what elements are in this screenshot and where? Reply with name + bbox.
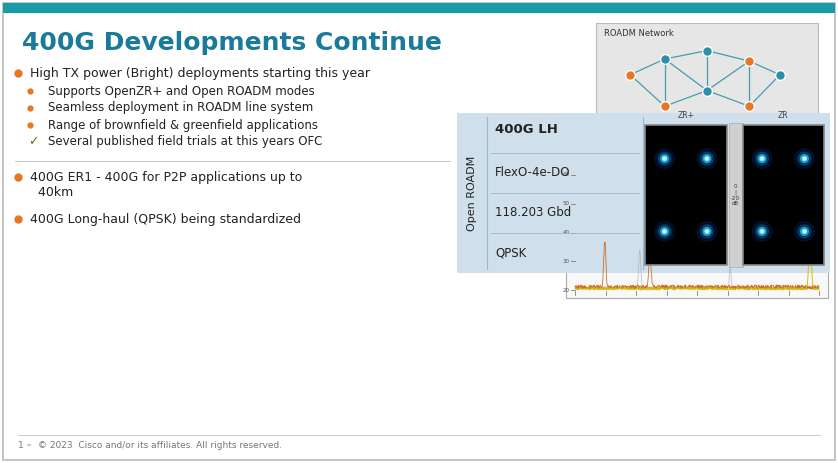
Circle shape [803, 156, 806, 161]
Circle shape [705, 229, 709, 233]
Circle shape [654, 222, 675, 241]
Circle shape [705, 156, 709, 161]
Circle shape [658, 152, 671, 165]
Circle shape [664, 231, 665, 232]
Text: 60: 60 [563, 173, 570, 177]
Circle shape [798, 225, 811, 238]
Circle shape [760, 229, 764, 233]
Bar [596, 23, 818, 158]
Circle shape [703, 155, 711, 163]
Circle shape [701, 225, 713, 238]
Circle shape [658, 225, 671, 238]
Text: Several published field trials at this years OFC: Several published field trials at this y… [48, 136, 323, 149]
Circle shape [798, 152, 811, 165]
Text: 400G LH: 400G LH [495, 123, 558, 136]
Circle shape [753, 222, 772, 241]
Bar [566, 165, 828, 298]
Circle shape [663, 156, 666, 161]
Circle shape [804, 157, 805, 160]
Circle shape [654, 149, 675, 169]
Circle shape [758, 227, 766, 236]
Circle shape [800, 155, 809, 163]
Text: ZR: ZR [778, 111, 789, 120]
Bar [3, 3, 835, 13]
Bar [728, 123, 742, 267]
Text: 400G ER1 - 400G for P2P applications up to: 400G ER1 - 400G for P2P applications up … [30, 170, 303, 183]
Circle shape [664, 157, 665, 160]
Circle shape [660, 227, 669, 236]
Circle shape [697, 149, 716, 169]
Circle shape [697, 222, 716, 241]
Circle shape [761, 157, 763, 160]
Circle shape [758, 155, 766, 163]
Circle shape [761, 231, 763, 232]
Text: Range of brownfield & greenfield applications: Range of brownfield & greenfield applica… [48, 119, 318, 131]
Circle shape [660, 155, 669, 163]
Text: QPSK: QPSK [495, 246, 526, 259]
Text: ZR+: ZR+ [677, 111, 694, 120]
Circle shape [800, 227, 809, 236]
Circle shape [706, 157, 708, 160]
Circle shape [663, 229, 666, 233]
Text: Supports OpenZR+ and Open ROADM modes: Supports OpenZR+ and Open ROADM modes [48, 85, 315, 98]
Text: Open ROADM: Open ROADM [467, 156, 477, 231]
Text: 30: 30 [563, 259, 570, 264]
Circle shape [794, 222, 815, 241]
Circle shape [804, 231, 805, 232]
Text: 1: 1 [18, 440, 23, 450]
Circle shape [794, 149, 815, 169]
Text: Seamless deployment in ROADM line system: Seamless deployment in ROADM line system [48, 101, 313, 114]
Circle shape [756, 152, 768, 165]
Text: FlexO-4e-DO: FlexO-4e-DO [495, 167, 571, 180]
Text: 400G Long-haul (QPSK) being standardized: 400G Long-haul (QPSK) being standardized [30, 213, 301, 225]
Text: 40km: 40km [30, 187, 73, 200]
Bar [742, 125, 824, 265]
Text: © 2023  Cisco and/or its affiliates. All rights reserved.: © 2023 Cisco and/or its affiliates. All … [38, 440, 282, 450]
Circle shape [803, 229, 806, 233]
Bar [457, 113, 830, 273]
Text: 40: 40 [563, 230, 570, 235]
Bar [645, 125, 727, 265]
Text: 50: 50 [563, 201, 570, 206]
Text: High TX power (Bright) deployments starting this year: High TX power (Bright) deployments start… [30, 67, 370, 80]
Text: 0
|
-20
dB: 0 | -20 dB [731, 183, 740, 206]
Text: 20: 20 [563, 288, 570, 293]
Text: 118.203 Gbd: 118.203 Gbd [495, 206, 572, 219]
Circle shape [701, 152, 713, 165]
Circle shape [756, 225, 768, 238]
Circle shape [760, 156, 764, 161]
Circle shape [706, 231, 708, 232]
Text: 400G Developments Continue: 400G Developments Continue [22, 31, 442, 55]
Circle shape [753, 149, 772, 169]
Text: ✓: ✓ [28, 136, 39, 149]
Text: ROADM Network: ROADM Network [604, 29, 674, 38]
Circle shape [703, 227, 711, 236]
